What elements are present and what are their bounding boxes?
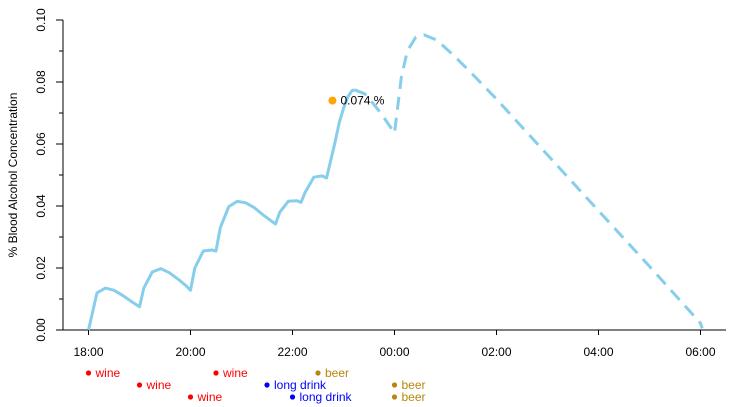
drink-label: beer bbox=[402, 378, 426, 392]
drink-label: wine bbox=[197, 390, 223, 404]
bac-projection-line bbox=[354, 33, 704, 329]
y-tick-label: 0.02 bbox=[34, 256, 48, 280]
drink-label: beer bbox=[402, 390, 426, 404]
drink-label: wine bbox=[146, 378, 172, 392]
current-bac-marker bbox=[328, 96, 337, 105]
drink-dot bbox=[264, 382, 270, 388]
drink-dot bbox=[187, 394, 194, 400]
y-tick-label: 0.08 bbox=[34, 70, 48, 94]
drink-dot bbox=[289, 394, 296, 400]
x-tick-label: 04:00 bbox=[583, 345, 613, 359]
current-bac-label: 0.074 % bbox=[340, 94, 384, 108]
drink-label: long drink bbox=[300, 390, 353, 404]
x-tick-label: 06:00 bbox=[685, 345, 715, 359]
x-tick-label: 20:00 bbox=[175, 345, 205, 359]
x-axis: 18:00 20:00 22:00 00:00 02:00 04:00 06:00 bbox=[63, 329, 726, 359]
drink-dot bbox=[315, 370, 321, 376]
y-tick-label: 0.06 bbox=[34, 132, 48, 156]
drink-dot bbox=[136, 382, 143, 388]
x-tick-label: 00:00 bbox=[379, 345, 409, 359]
x-tick-label: 18:00 bbox=[73, 345, 103, 359]
drink-label: wine bbox=[222, 366, 248, 380]
drink-dot bbox=[391, 394, 398, 400]
marker-layer: 0.074 % bbox=[328, 94, 385, 108]
drink-label: wine bbox=[95, 366, 121, 380]
y-tick-label: 0.00 bbox=[34, 318, 48, 342]
drink-label: beer bbox=[325, 366, 349, 380]
drink-label: long drink bbox=[274, 378, 327, 392]
y-tick-label: 0.04 bbox=[34, 194, 48, 218]
drink-dot bbox=[85, 370, 92, 376]
y-tick-label: 0.10 bbox=[34, 8, 48, 32]
x-tick-label: 02:00 bbox=[481, 345, 511, 359]
x-tick-label: 22:00 bbox=[277, 345, 307, 359]
drink-dot bbox=[213, 370, 219, 376]
bac-actual-line bbox=[87, 88, 356, 331]
y-axis-title: % Blood Alcohol Concentration bbox=[6, 93, 20, 258]
series-layer bbox=[87, 33, 704, 331]
drink-dot bbox=[391, 382, 398, 388]
y-axis: 0.00 0.02 0.04 0.06 0.08 0.10 bbox=[34, 8, 64, 342]
